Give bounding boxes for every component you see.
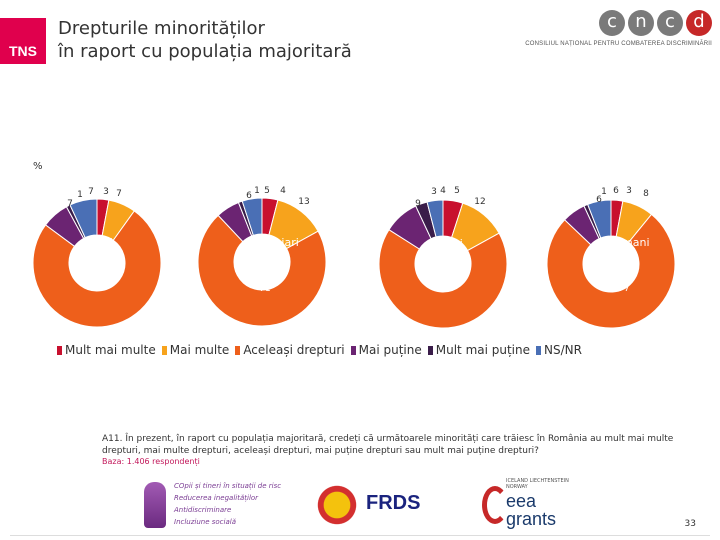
donut-slice-aceleasi xyxy=(378,229,508,329)
legend-item: Aceleași drepturi xyxy=(235,343,345,357)
page-number: 33 xyxy=(684,519,696,529)
eea-line: eea xyxy=(506,491,537,511)
people-icon xyxy=(144,482,166,528)
donut-slice-aceleasi xyxy=(32,210,162,328)
donut-slice-ns-nr xyxy=(69,198,98,239)
legend-swatch-mai-multe xyxy=(161,345,167,355)
data-label: 6 xyxy=(246,191,252,201)
grants-line: grants xyxy=(506,509,557,529)
legend-label: Mai puține xyxy=(358,343,422,357)
cncd-subtitle: CONSILIUL NAȚIONAL PENTRU COMBATEREA DIS… xyxy=(525,41,712,47)
chart-name-label: Romi xyxy=(435,237,463,250)
survey-question: A11. În prezent, în raport cu populația … xyxy=(102,434,674,456)
data-label: 3 xyxy=(103,187,109,197)
legend-label: Aceleași drepturi xyxy=(243,343,345,357)
cncd-letter: d xyxy=(686,10,712,36)
donut-slice-aceleasi xyxy=(197,214,327,327)
legend-label: NS/NR xyxy=(544,343,582,357)
footer-logo-copii-line: Antidiscriminare xyxy=(174,506,232,514)
page-title-line1: Drepturile minorităților xyxy=(58,18,265,39)
data-label: 7 xyxy=(67,199,73,209)
page-title-line2: în raport cu populația majoritară xyxy=(58,41,352,62)
footer-logo-frds: FRDS xyxy=(310,476,420,534)
legend-label: Mai multe xyxy=(169,343,230,357)
legend-item: NS/NR xyxy=(536,343,582,357)
footer-logo-copii-line: Reducerea inegalităților xyxy=(174,494,259,502)
data-label: 1 xyxy=(254,186,260,196)
data-label: 77 xyxy=(618,284,629,294)
chart-name-label: Evrei xyxy=(85,236,113,249)
footer-logo-eea-grants: ICELAND LIECHTENSTEIN NORWAY eea grants xyxy=(480,476,590,534)
data-label: 6 xyxy=(613,186,619,196)
data-label: 5 xyxy=(454,186,460,196)
data-label: 76 xyxy=(82,278,94,288)
legend-label: Mult mai puține xyxy=(435,343,531,357)
legend-swatch-mai-putine xyxy=(350,345,356,355)
data-label: 8 xyxy=(643,189,649,199)
frds-emblem-icon xyxy=(314,482,360,528)
legend-item: Mai puține xyxy=(350,343,422,357)
legend-item: Mult mai multe xyxy=(57,343,156,357)
legend-item: Mult mai puține xyxy=(427,343,531,357)
legend-swatch-mult-mai-putine xyxy=(427,345,433,355)
chart-legend: Mult mai multe Mai multe Aceleași dreptu… xyxy=(57,343,582,357)
data-label: 3 xyxy=(626,186,632,196)
eea-countries: ICELAND LIECHTENSTEIN NORWAY xyxy=(506,478,569,490)
tns-logo: TNS xyxy=(0,18,46,64)
cncd-letter: c xyxy=(657,10,683,36)
data-label: 7 xyxy=(88,187,94,197)
chart-name-label: Maghiari xyxy=(251,236,299,249)
donut-slice-ns-nr xyxy=(426,199,444,238)
chart-name-label: Germani xyxy=(602,236,649,249)
data-label: 5 xyxy=(264,186,270,196)
footer-logo-copii-line: Incluziune socială xyxy=(174,518,237,526)
cncd-letter: c xyxy=(599,10,625,36)
donut-slice-ns-nr xyxy=(241,197,263,236)
footer-logo-copii-line: COpii și tineri în situații de risc xyxy=(174,482,282,490)
data-label: 13 xyxy=(298,197,309,207)
data-label: 1 xyxy=(77,190,83,200)
data-label: 12 xyxy=(474,197,485,207)
data-label: 71 xyxy=(259,284,270,294)
data-label: 9 xyxy=(415,199,421,209)
data-label: 1 xyxy=(601,187,607,197)
cncd-letter: n xyxy=(628,10,654,36)
cncd-logo: c n c d CONSILIUL NAȚIONAL PENTRU COMBAT… xyxy=(522,10,712,50)
data-label: 7 xyxy=(116,189,122,199)
percent-label: % xyxy=(33,161,43,172)
eea-swirl-icon xyxy=(482,486,508,524)
footer-logo-copii-text: COpii și tineri în situații de risc Redu… xyxy=(174,480,281,528)
eea-grants-text: eea grants xyxy=(506,492,556,528)
data-label: 4 xyxy=(440,186,446,196)
legend-item: Mai multe xyxy=(161,343,230,357)
data-label: 6 xyxy=(596,195,602,205)
legend-swatch-ns-nr xyxy=(536,345,542,355)
legend-swatch-mult-mai-multe xyxy=(57,345,62,355)
donut-slice-ns-nr xyxy=(587,199,612,239)
footer-logo-copii: COpii și tineri în situații de risc Redu… xyxy=(140,476,281,534)
legend-label: Mult mai multe xyxy=(65,343,156,357)
footer-divider xyxy=(10,535,710,536)
data-label: 3 xyxy=(431,187,437,197)
legend-swatch-aceleasi xyxy=(235,345,241,355)
frds-text: FRDS xyxy=(366,492,421,514)
data-label: 67 xyxy=(442,284,453,294)
sample-base: Baza: 1.406 respondenți xyxy=(102,457,200,466)
data-label: 4 xyxy=(280,186,286,196)
donut-slice-aceleasi xyxy=(546,213,676,329)
